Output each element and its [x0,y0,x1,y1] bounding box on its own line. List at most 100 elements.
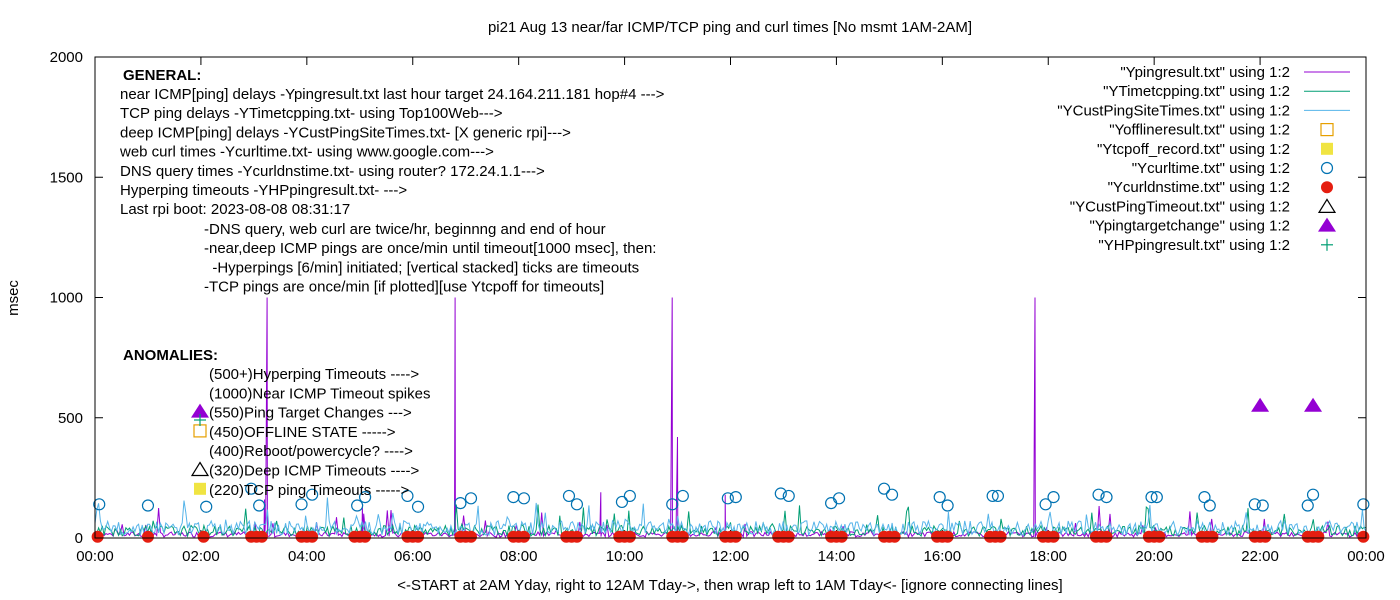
general-line: Hyperping timeouts -YHPpingresult.txt- -… [120,182,407,199]
x-tick-label: 12:00 [712,548,750,565]
data-point [306,530,319,543]
x-tick-label: 10:00 [606,548,644,565]
data-point [835,530,848,543]
legend-swatch [1320,161,1334,175]
anomaly-marker [194,482,206,495]
y-tick-label: 1500 [50,169,83,186]
data-point [454,497,467,510]
legend: "Ypingresult.txt" using 1:2 "YTimetcpping… [1057,64,1350,254]
y-tick-label: 1000 [50,290,83,307]
legend-label: "Yofflineresult.txt" using 1:2 [1109,122,1290,139]
y-axis-label: msec [5,280,22,316]
legend-label: "Ypingresult.txt" using 1:2 [1120,64,1290,81]
data-point [1092,488,1105,501]
y-tick-label: 500 [58,410,83,427]
x-tick-label: 14:00 [818,548,856,565]
x-tick-label: 16:00 [924,548,962,565]
data-point [1301,499,1314,512]
legend-swatch [1320,122,1334,137]
legend-label: "Ycurltime.txt" using 1:2 [1132,160,1290,177]
data-point [1047,530,1060,543]
data-point [1357,530,1370,543]
general-line: DNS query times -Ycurldnstime.txt- using… [120,163,545,180]
data-point [991,489,1005,503]
general-line: near ICMP[ping] delays -Ypingresult.txt … [120,86,665,103]
data-point [1306,488,1320,501]
data-point [933,491,946,504]
data-point [401,489,414,503]
general-note: -TCP pings are once/min [if plotted][use… [204,279,604,296]
data-point [141,499,155,512]
data-point [412,530,425,543]
data-point [885,488,899,501]
data-point [1251,397,1270,412]
x-tick-label: 20:00 [1135,548,1173,565]
plot-frame [94,56,1367,539]
data-point [562,489,576,503]
data-point [1047,491,1060,504]
data-point [411,500,425,513]
anomaly-item: (320)Deep ICMP Timeouts ----> [209,463,419,480]
plot-area: 0 500 1000 1500 2000 00:00 02:00 04:00 06:00 08:0… [50,49,1385,565]
data-point [306,488,319,501]
data-point [782,489,795,503]
data-point [93,498,106,511]
anomaly-item: (1000)Near ICMP Timeout spikes [209,385,430,402]
general-note: -near,deep ICMP pings are once/min until… [204,240,656,257]
anomaly-item: (500+)Hyperping Timeouts ----> [209,366,419,383]
legend-label: "Ycurldnstime.txt" using 1:2 [1108,179,1290,196]
data-point [517,530,530,543]
data-point [729,491,742,504]
data-point [941,530,954,543]
general-line: web curl times -Ycurltime.txt- using www… [119,144,494,161]
data-point [774,487,787,500]
general-line: deep ICMP[ping] delays -YCustPingSiteTim… [120,124,571,141]
data-point [351,499,364,512]
data-point [623,489,636,503]
data-point [782,530,795,543]
data-point [255,530,268,543]
x-tick-label: 04:00 [288,548,326,565]
data-point [1259,530,1272,543]
y-tick-label: 2000 [50,49,83,66]
x-tick-label: 18:00 [1029,548,1067,565]
data-point [1248,498,1261,511]
data-point [1039,498,1052,511]
series-line [94,497,1367,538]
legend-swatch [1318,217,1336,232]
chart-title: pi21 Aug 13 near/far ICMP/TCP ping and c… [488,19,972,36]
data-point [676,489,689,503]
data-point [1100,491,1113,504]
legend-label: "Ytcpoff_record.txt" using 1:2 [1097,141,1290,158]
data-point [1153,530,1166,543]
data-point [615,495,629,509]
data-point [1100,530,1113,543]
legend-label: "YCustPingSiteTimes.txt" using 1:2 [1057,102,1290,119]
data-point [464,492,478,505]
data-point [888,530,901,543]
y-tick-label: 0 [75,530,83,547]
data-point [1145,491,1158,504]
data-point [245,482,258,495]
data-point [1256,499,1269,512]
data-point [721,492,734,505]
data-point [91,530,104,543]
data-point [994,530,1007,543]
x-tick-label: 22:00 [1241,548,1279,565]
data-point [570,498,584,511]
data-point [359,530,372,543]
anomaly-item: (400)Reboot/powercycle? ----> [209,443,413,460]
x-tick-label: 08:00 [500,548,538,565]
anomaly-item: (450)OFFLINE STATE -----> [209,424,396,441]
data-point [141,530,154,543]
legend-label: "Ypingtargetchange" using 1:2 [1089,218,1290,235]
data-point [358,491,372,504]
legend-label: "YHPpingresult.txt" using 1:2 [1098,237,1290,254]
data-point [877,482,891,495]
x-tick-label: 06:00 [394,548,432,565]
data-point [197,530,210,543]
general-note: -DNS query, web curl are twice/hr, begin… [204,221,606,238]
data-point [941,499,954,512]
legend-swatch [1317,198,1337,213]
